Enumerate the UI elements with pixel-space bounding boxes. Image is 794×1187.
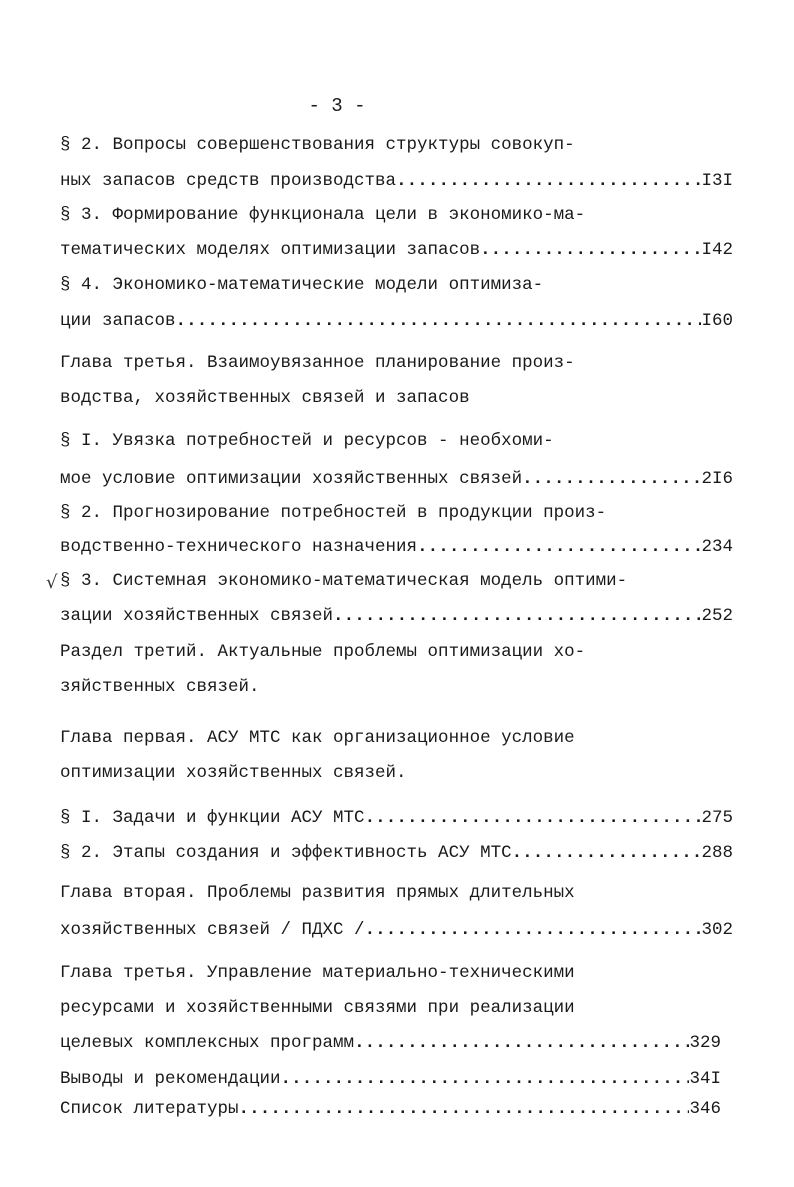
- toc-page-number: 34I: [689, 1069, 721, 1089]
- toc-entry-line: мое условие оптимизации хозяйственных св…: [60, 467, 733, 491]
- toc-line-text: водственно-технического назначения: [60, 537, 418, 557]
- toc-entry-line: Выводы и рекомендации 34I: [60, 1067, 721, 1091]
- dot-leader: [333, 604, 701, 628]
- toc-line-text: ции запасов: [60, 311, 176, 331]
- dot-leader: [354, 1031, 689, 1055]
- toc-entry-line: хозяйственных связей / ПДХС / 302: [60, 918, 733, 942]
- toc-entry-line: зации хозяйственных связей 252: [60, 604, 733, 628]
- toc-entry-line: целевых комплексных программ 329: [60, 1031, 721, 1055]
- toc-line-text: § 3. Системная экономико-математическая …: [60, 571, 628, 591]
- toc-entry-line: § I. Задачи и функции АСУ МТС 275: [60, 806, 733, 830]
- toc-page-number: I60: [701, 311, 733, 331]
- toc-line-text: ресурсами и хозяйственными связями при р…: [60, 998, 575, 1018]
- toc-line-text: § I. Задачи и функции АСУ МТС: [60, 808, 365, 828]
- toc-line-text: водства, хозяйственных связей и запасов: [60, 388, 470, 408]
- dot-leader: [512, 841, 702, 865]
- toc-page-number: 234: [701, 537, 733, 557]
- page-number-text: - 3 -: [308, 95, 366, 117]
- toc-line-text: § I. Увязка потребностей и ресурсов - не…: [60, 431, 554, 451]
- toc-line-text: ных запасов средств производства: [60, 171, 397, 191]
- toc-line-text: § 2. Прогнозирование потребностей в прод…: [60, 503, 607, 523]
- toc-text-line: § 2. Прогнозирование потребностей в прод…: [60, 501, 733, 525]
- toc-text-line: § I. Увязка потребностей и ресурсов - не…: [60, 429, 733, 453]
- dot-leader: [365, 918, 702, 942]
- handwritten-check-mark: √: [46, 572, 58, 593]
- toc-page-number: 275: [701, 808, 733, 828]
- dot-leader: [281, 1067, 690, 1091]
- toc-text-line: Раздел третий. Актуальные проблемы оптим…: [60, 640, 733, 664]
- toc-entry-line: Список литературы 346: [60, 1097, 721, 1121]
- toc-line-text: § 2. Этапы создания и эффективность АСУ …: [60, 843, 512, 863]
- toc-page-number: 288: [701, 843, 733, 863]
- toc-line-text: Выводы и рекомендации: [60, 1069, 281, 1089]
- toc-entry-line: тематических моделях оптимизации запасов…: [60, 238, 733, 262]
- toc-line-text: оптимизации хозяйственных связей.: [60, 763, 407, 783]
- toc-page-number: 2I6: [701, 469, 733, 489]
- toc-page-number: 252: [701, 606, 733, 626]
- page-number: - 3 -: [0, 95, 794, 117]
- toc-text-line: § 2. Вопросы совершенствования структуры…: [60, 133, 733, 157]
- toc-line-text: зяйственных связей.: [60, 677, 260, 697]
- toc-page-number: I3I: [701, 171, 733, 191]
- toc-text-line: Глава третья. Управление материально-тех…: [60, 961, 733, 985]
- dot-leader: [480, 238, 701, 262]
- toc-page-number: 302: [701, 920, 733, 940]
- toc-entry-line: водственно-технического назначения 234: [60, 535, 733, 559]
- toc-entry-line: § 2. Этапы создания и эффективность АСУ …: [60, 841, 733, 865]
- toc-page-number: 329: [689, 1033, 721, 1053]
- toc-line-text: тематических моделях оптимизации запасов: [60, 240, 481, 260]
- dot-leader: [239, 1097, 690, 1121]
- toc-text-line: § 3. Формирование функционала цели в эко…: [60, 203, 733, 227]
- toc-line-text: § 3. Формирование функционала цели в эко…: [60, 205, 586, 225]
- dot-leader: [417, 535, 701, 559]
- dot-leader: [522, 467, 701, 491]
- toc-line-text: Раздел третий. Актуальные проблемы оптим…: [60, 642, 586, 662]
- toc-line-text: § 4. Экономико-математические модели опт…: [60, 275, 544, 295]
- toc-line-text: Список литературы: [60, 1099, 239, 1119]
- toc-line-text: Глава первая. АСУ МТС как организационно…: [60, 728, 575, 748]
- toc-text-line: Глава вторая. Проблемы развития прямых д…: [60, 881, 733, 905]
- toc-line-text: § 2. Вопросы совершенствования структуры…: [60, 135, 575, 155]
- toc-line-text: Глава вторая. Проблемы развития прямых д…: [60, 883, 575, 903]
- toc-text-line: водства, хозяйственных связей и запасов: [60, 386, 733, 410]
- toc-line-text: зации хозяйственных связей: [60, 606, 334, 626]
- toc-line-text: мое условие оптимизации хозяйственных св…: [60, 469, 523, 489]
- dot-leader: [365, 806, 702, 830]
- dot-leader: [396, 169, 701, 193]
- toc-page-number: 346: [689, 1099, 721, 1119]
- toc-page-number: I42: [701, 240, 733, 260]
- dot-leader: [176, 309, 702, 333]
- toc-line-text: хозяйственных связей / ПДХС /: [60, 920, 365, 940]
- toc-text-line: оптимизации хозяйственных связей.: [60, 761, 733, 785]
- toc-text-line: ресурсами и хозяйственными связями при р…: [60, 996, 733, 1020]
- toc-text-line: § 3. Системная экономико-математическая …: [60, 569, 733, 593]
- toc-text-line: Глава третья. Взаимоувязанное планирован…: [60, 351, 733, 375]
- toc-text-line: § 4. Экономико-математические модели опт…: [60, 273, 733, 297]
- toc-line-text: Глава третья. Управление материально-тех…: [60, 963, 575, 983]
- toc-line-text: Глава третья. Взаимоувязанное планирован…: [60, 353, 575, 373]
- toc-entry-line: ных запасов средств производства I3I: [60, 169, 733, 193]
- toc-line-text: целевых комплексных программ: [60, 1033, 355, 1053]
- toc-text-line: зяйственных связей.: [60, 675, 733, 699]
- toc-entry-line: ции запасов I60: [60, 309, 733, 333]
- toc-text-line: Глава первая. АСУ МТС как организационно…: [60, 726, 733, 750]
